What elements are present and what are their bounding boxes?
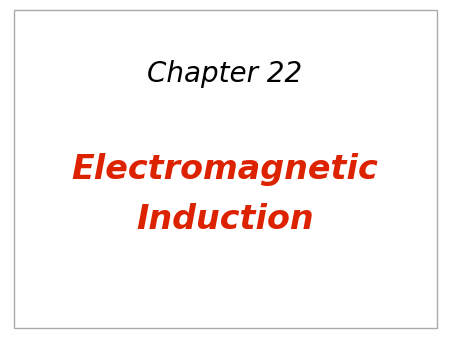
Text: Induction: Induction (136, 203, 314, 236)
Text: Chapter 22: Chapter 22 (148, 61, 302, 88)
Text: Electromagnetic: Electromagnetic (72, 152, 378, 186)
